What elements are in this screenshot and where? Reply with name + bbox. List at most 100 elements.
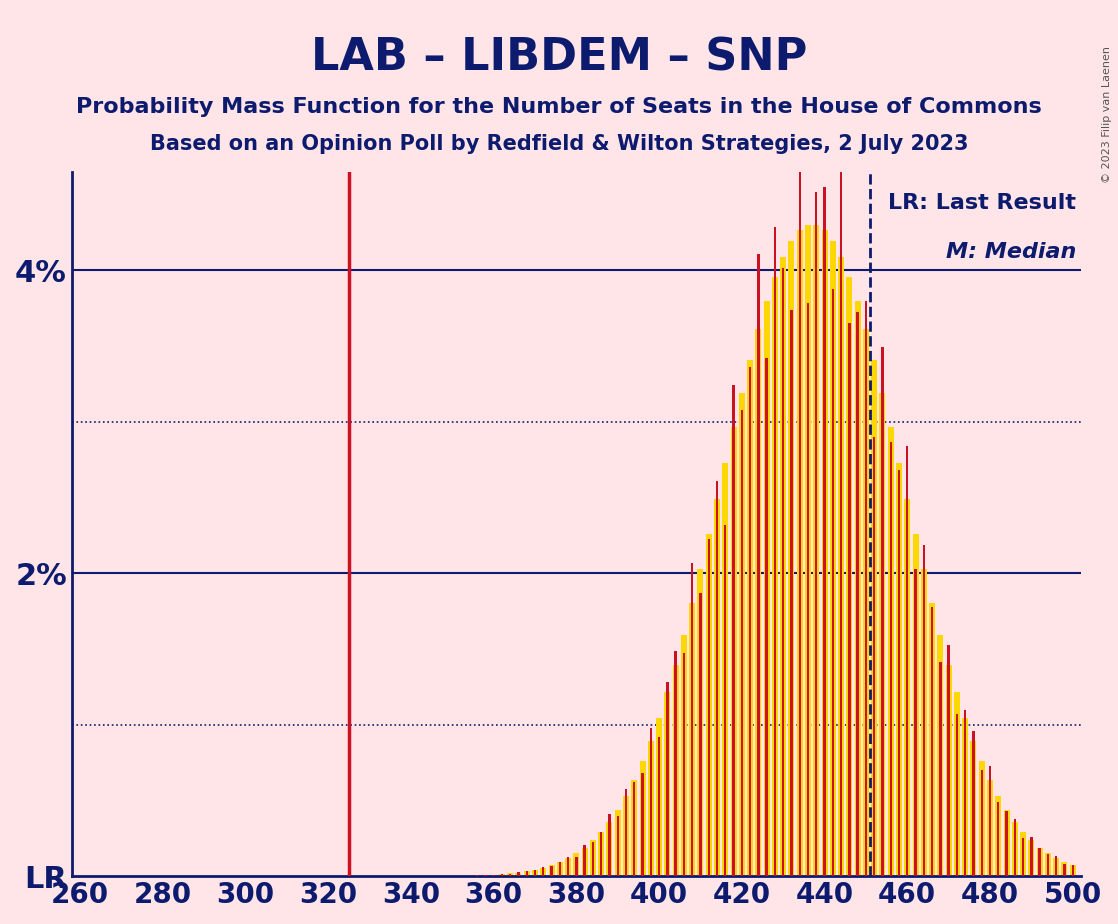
Bar xyxy=(915,568,917,876)
Bar xyxy=(664,692,671,876)
Bar xyxy=(956,714,958,876)
Bar xyxy=(515,872,521,876)
Bar xyxy=(781,268,785,876)
Bar xyxy=(1045,854,1051,876)
Bar xyxy=(764,301,769,876)
Bar xyxy=(964,711,966,876)
Bar xyxy=(508,873,513,876)
Bar xyxy=(1039,848,1041,876)
Bar xyxy=(1036,847,1043,876)
Bar xyxy=(525,871,528,876)
Bar xyxy=(647,741,654,876)
Bar xyxy=(832,289,834,876)
Bar xyxy=(954,692,960,876)
Bar xyxy=(921,569,927,876)
Bar xyxy=(1046,854,1049,876)
Bar xyxy=(978,761,985,876)
Bar xyxy=(499,874,505,876)
Bar xyxy=(484,875,486,876)
Bar xyxy=(523,871,530,876)
Bar xyxy=(980,771,983,876)
Bar xyxy=(873,437,875,876)
Bar xyxy=(946,664,951,876)
Bar xyxy=(550,866,552,876)
Bar xyxy=(1029,840,1034,876)
Bar xyxy=(896,463,902,876)
Bar xyxy=(533,870,537,876)
Bar xyxy=(864,301,868,876)
Bar xyxy=(774,226,776,876)
Bar xyxy=(813,225,819,876)
Bar xyxy=(491,875,496,876)
Bar xyxy=(912,534,919,876)
Bar xyxy=(890,442,892,876)
Bar xyxy=(540,868,547,876)
Bar xyxy=(705,534,712,876)
Bar xyxy=(788,241,795,876)
Bar xyxy=(608,814,610,876)
Bar xyxy=(1014,819,1016,876)
Bar xyxy=(931,607,934,876)
Bar xyxy=(749,368,751,876)
Bar xyxy=(797,230,803,876)
Bar xyxy=(724,525,727,876)
Bar xyxy=(898,470,900,876)
Bar xyxy=(1012,821,1017,876)
Bar xyxy=(1055,856,1058,876)
Bar xyxy=(699,593,702,876)
Bar xyxy=(790,310,793,876)
Bar xyxy=(623,796,629,876)
Bar xyxy=(963,718,968,876)
Bar xyxy=(1022,838,1024,876)
Bar xyxy=(1061,862,1068,876)
Bar xyxy=(838,257,844,876)
Text: M: Median: M: Median xyxy=(946,242,1076,262)
Bar xyxy=(557,862,562,876)
Bar xyxy=(650,728,652,876)
Bar xyxy=(939,662,941,876)
Bar xyxy=(590,840,596,876)
Bar xyxy=(1071,865,1074,876)
Bar xyxy=(807,303,809,876)
Bar xyxy=(906,446,909,876)
Bar xyxy=(673,664,679,876)
Text: LR: Last Result: LR: Last Result xyxy=(888,193,1076,213)
Bar xyxy=(691,563,693,876)
Bar xyxy=(581,847,588,876)
Bar xyxy=(689,602,695,876)
Bar xyxy=(606,821,613,876)
Bar xyxy=(904,499,910,876)
Bar xyxy=(732,384,735,876)
Bar xyxy=(856,312,859,876)
Bar xyxy=(739,393,745,876)
Bar xyxy=(757,254,759,876)
Bar xyxy=(591,842,594,876)
Bar xyxy=(632,780,637,876)
Bar xyxy=(681,635,686,876)
Bar xyxy=(1053,858,1059,876)
Bar xyxy=(584,845,586,876)
Bar xyxy=(674,651,676,876)
Bar xyxy=(598,832,604,876)
Bar xyxy=(642,773,644,876)
Bar xyxy=(565,858,571,876)
Bar xyxy=(815,192,817,876)
Bar xyxy=(549,866,555,876)
Bar xyxy=(929,602,935,876)
Bar xyxy=(997,802,999,876)
Bar xyxy=(492,875,495,876)
Bar xyxy=(830,241,836,876)
Bar xyxy=(657,737,661,876)
Bar xyxy=(698,569,703,876)
Bar xyxy=(846,276,852,876)
Bar xyxy=(722,463,728,876)
Bar xyxy=(805,225,811,876)
Bar xyxy=(574,854,579,876)
Bar xyxy=(973,731,975,876)
Bar xyxy=(600,833,603,876)
Bar xyxy=(633,782,635,876)
Bar xyxy=(822,230,827,876)
Bar xyxy=(740,410,743,876)
Bar xyxy=(840,168,842,876)
Bar xyxy=(542,867,544,876)
